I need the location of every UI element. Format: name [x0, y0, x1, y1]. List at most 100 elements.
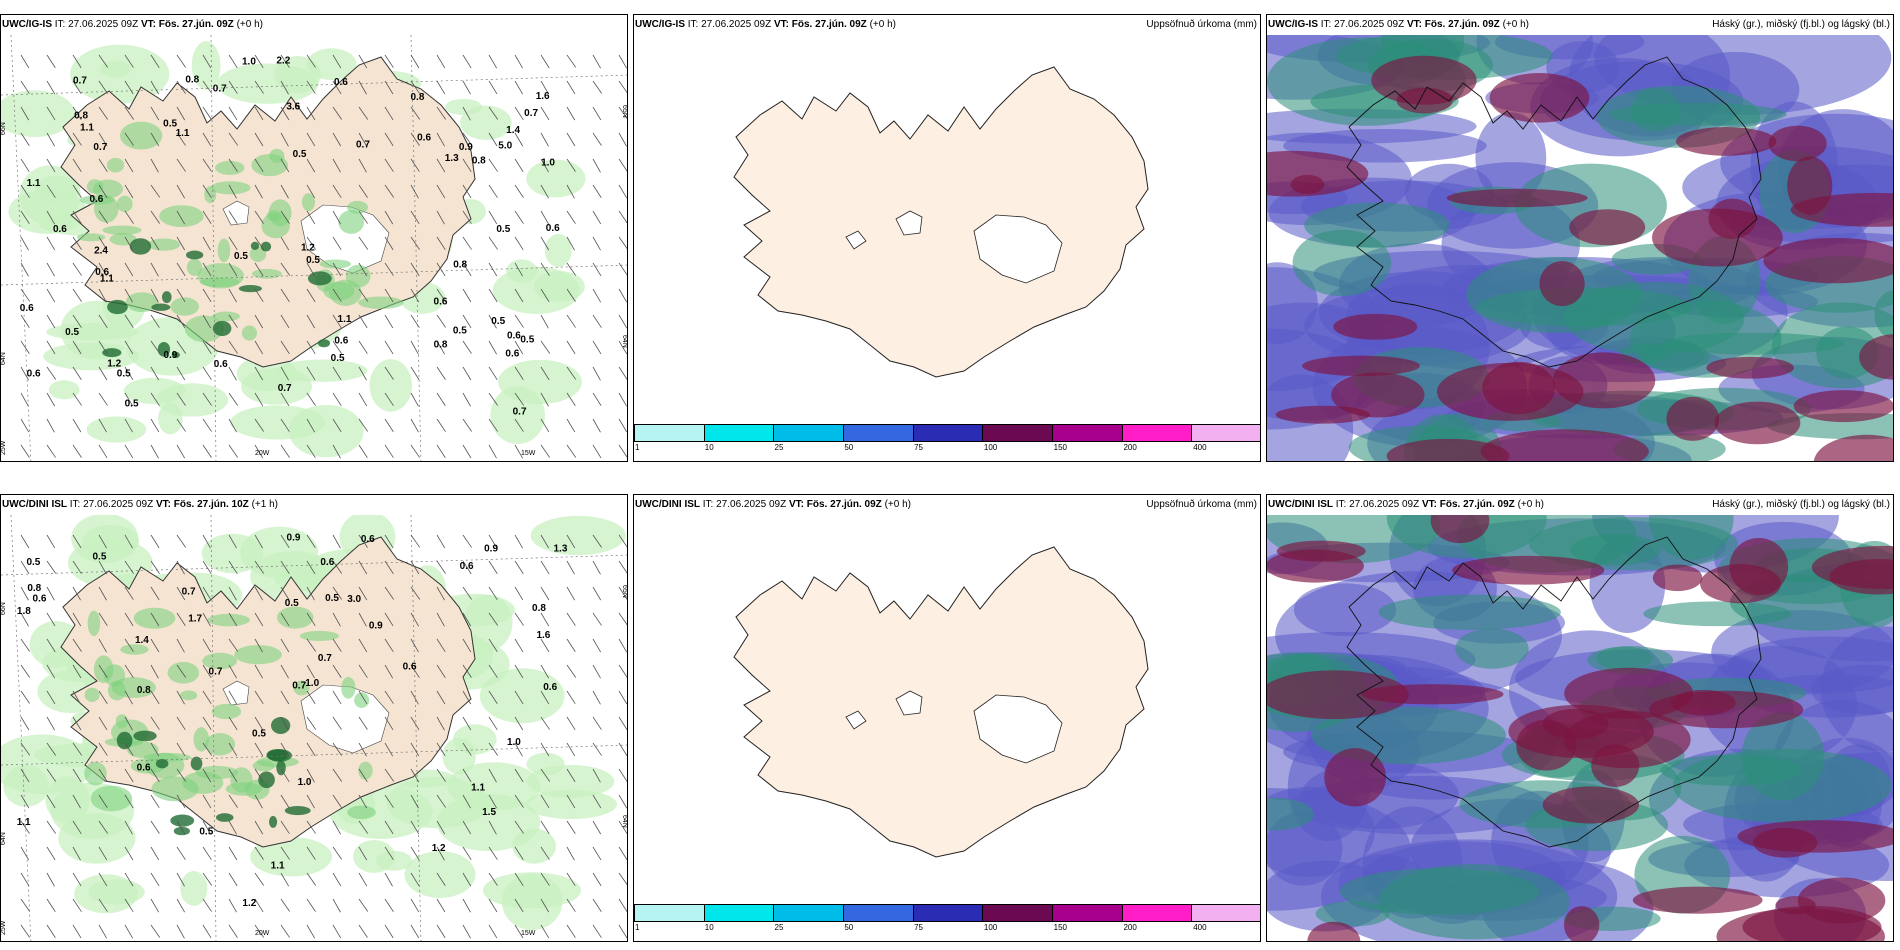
- wind-barb: [280, 366, 289, 381]
- low-cloud-area: [1539, 261, 1585, 307]
- wind-barb: [384, 612, 394, 627]
- precip-area: [87, 610, 101, 637]
- wind-barb: [514, 444, 523, 459]
- wind-barb: [150, 560, 160, 574]
- wind-barb: [592, 392, 602, 407]
- wind-barb: [410, 612, 419, 627]
- wind-barb: [358, 560, 368, 575]
- wind-barb: [46, 560, 57, 574]
- wind-barb: [202, 288, 212, 303]
- precip-value-label: 0.6: [20, 303, 34, 314]
- wind-barb: [332, 132, 342, 147]
- wind-barb: [46, 106, 56, 121]
- wind-barb: [488, 924, 498, 939]
- wind-barb: [514, 132, 524, 147]
- wind-barb: [176, 846, 186, 860]
- wind-barb: [514, 340, 524, 355]
- wind-barb: [254, 716, 264, 731]
- wind-barb: [46, 54, 56, 68]
- wind-barb: [358, 54, 368, 69]
- wind-barb: [202, 392, 212, 406]
- wind-barb: [72, 872, 82, 887]
- wind-barb: [202, 132, 212, 147]
- wind-barb: [46, 444, 56, 458]
- wind-barb: [462, 210, 472, 224]
- wind-barb: [384, 158, 394, 172]
- valid-time: Fös. 27.jún. 09Z: [806, 499, 882, 510]
- precip-value-label: 1.1: [471, 782, 485, 793]
- wind-barb: [176, 690, 185, 705]
- wind-barb: [566, 612, 576, 626]
- wind-barb: [72, 768, 82, 783]
- wind-barb: [124, 418, 133, 433]
- wind-barb: [488, 288, 498, 303]
- wind-barb: [462, 80, 471, 95]
- wind-barb: [280, 820, 290, 834]
- precip-value-label: 0.5: [520, 334, 534, 345]
- precip-value-label: 0.5: [252, 729, 266, 740]
- wind-barb: [618, 690, 627, 705]
- wind-barb: [176, 132, 186, 146]
- wind-barb: [72, 210, 82, 224]
- wind-barb: [306, 768, 315, 783]
- wind-barb: [72, 612, 82, 627]
- precip-area: [179, 690, 198, 701]
- precip-values: 0.6 0.5 0.5 0.6 0.9 0.6 0.5 0.7 0.6 1.1 1.2 0.5 0.7 0…: [17, 532, 568, 908]
- wind-barb: [384, 132, 394, 147]
- wind-barb: [540, 54, 550, 69]
- colorbar-swatch: [913, 425, 984, 441]
- wind-barb: [410, 820, 420, 835]
- low-cloud-area: [1706, 356, 1794, 379]
- wind-barb: [514, 184, 524, 198]
- wind-barb: [98, 262, 107, 277]
- wind-barb: [150, 846, 160, 861]
- colorbar-label: 75: [914, 923, 924, 932]
- wind-barb: [228, 586, 237, 601]
- wind-barb: [462, 392, 471, 407]
- wind-barb: [592, 158, 601, 173]
- wind-barb: [124, 846, 134, 861]
- precip-area: [116, 195, 133, 213]
- colorbar-swatch: [1122, 905, 1193, 921]
- low-cloud-area: [1430, 515, 1490, 544]
- wind-barb: [150, 690, 160, 705]
- wind-barb: [124, 768, 134, 783]
- wind-barb: [254, 184, 263, 199]
- wind-barb: [72, 106, 82, 121]
- wind-barb: [98, 820, 108, 834]
- precip-value-label: 3.0: [347, 594, 361, 605]
- wind-barb: [514, 314, 524, 328]
- wind-barb: [306, 560, 316, 575]
- valid-time: Fös. 27.jún. 09Z: [1439, 499, 1515, 510]
- colorbar-swatch: [1053, 905, 1123, 921]
- wind-barb: [20, 392, 29, 407]
- wind-barb: [228, 794, 238, 808]
- precip-heavy: [307, 271, 332, 286]
- colorbar-labels: 1 10 25 50 75 100 150 200 400: [634, 922, 1260, 934]
- precip-value-label: 0.7: [73, 75, 87, 86]
- wind-barbs: [20, 534, 627, 939]
- wind-barb: [228, 288, 237, 303]
- precip-area: [126, 741, 159, 759]
- wind-barb: [150, 716, 160, 730]
- precip-value-label: 0.6: [460, 561, 474, 572]
- wind-barb: [176, 236, 186, 251]
- precip-area: [527, 764, 615, 798]
- wind-barb: [488, 80, 498, 95]
- wind-barb: [436, 664, 446, 678]
- wind-barb: [20, 132, 30, 146]
- wind-barb: [280, 612, 290, 627]
- wind-barb: [488, 690, 498, 704]
- wind-barb: [436, 898, 446, 913]
- precip-value-label: 0.5: [65, 327, 79, 338]
- wind-barb: [618, 898, 627, 913]
- wind-barb: [98, 534, 107, 549]
- wind-barb: [46, 534, 56, 549]
- precip-value-label: 1.0: [541, 158, 555, 169]
- map-canvas: [1267, 35, 1893, 461]
- low-cloud-area: [1489, 73, 1590, 123]
- wind-barb: [540, 560, 550, 575]
- precip-value-label: 0.8: [185, 74, 199, 85]
- wind-barb: [202, 534, 211, 549]
- wind-barb: [280, 340, 290, 354]
